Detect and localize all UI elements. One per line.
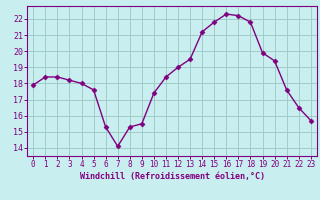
X-axis label: Windchill (Refroidissement éolien,°C): Windchill (Refroidissement éolien,°C) (79, 172, 265, 181)
